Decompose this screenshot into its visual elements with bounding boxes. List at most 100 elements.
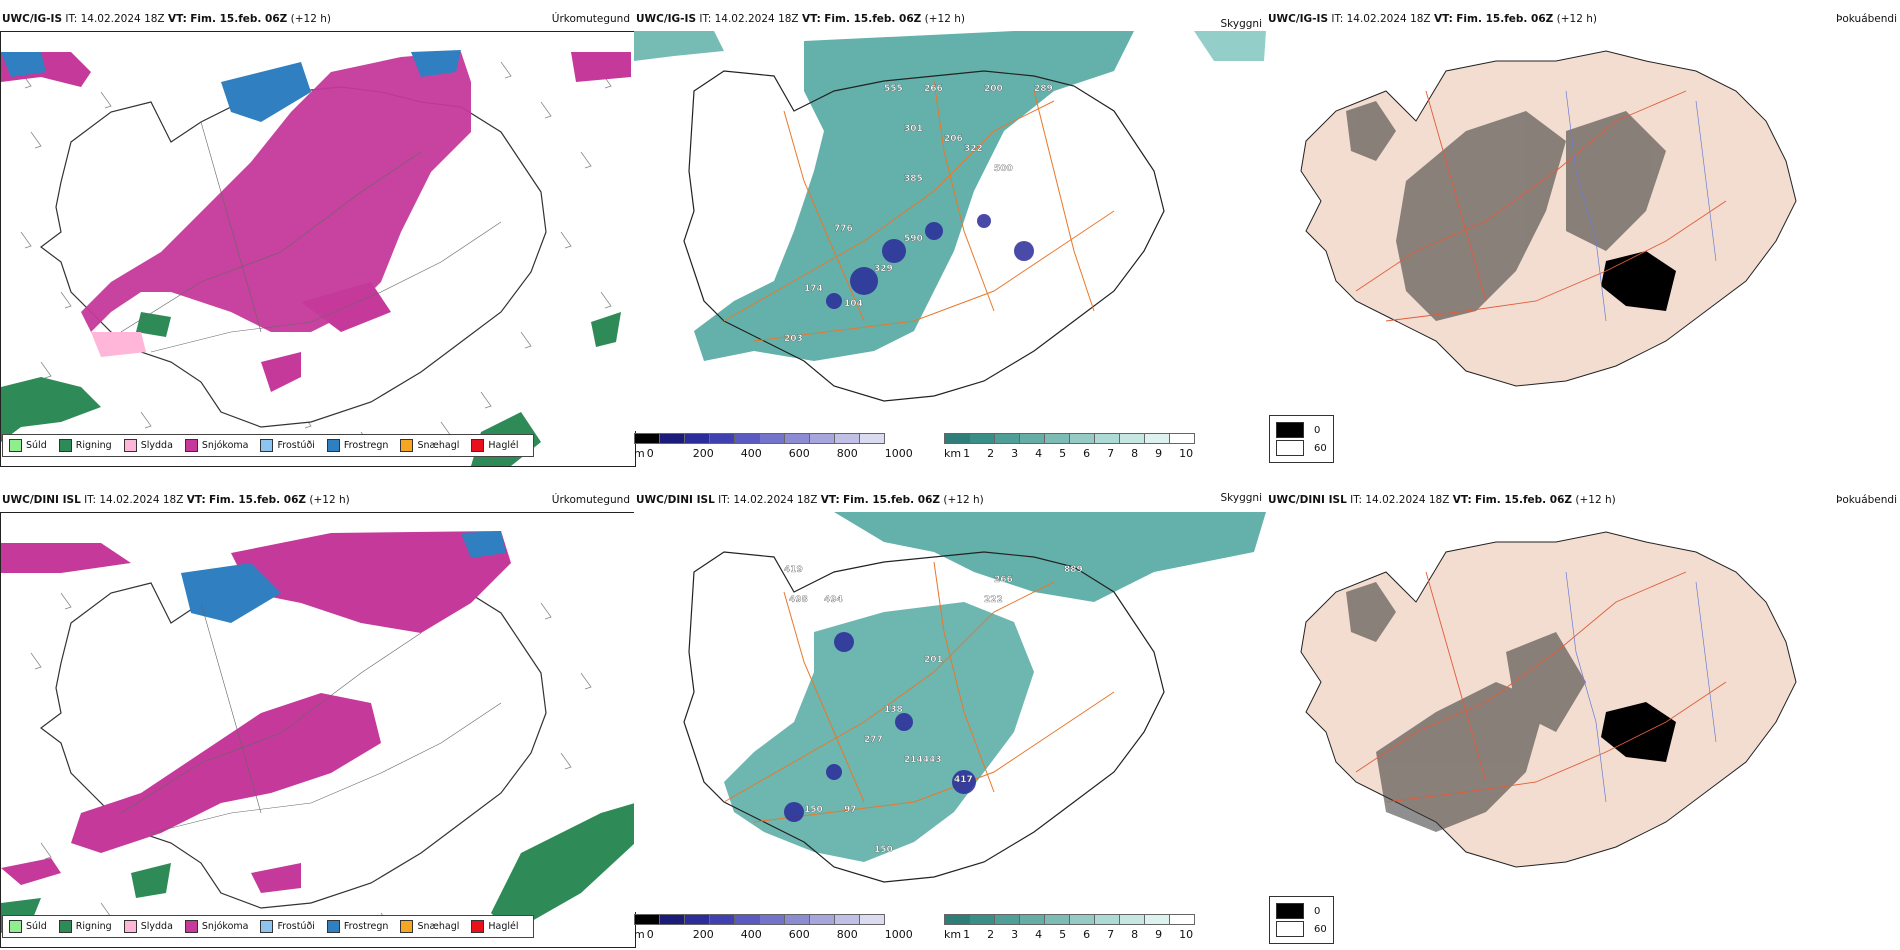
low-visibility-area <box>694 31 1134 361</box>
freezing-rain-area <box>411 50 461 77</box>
fog-shading <box>1346 582 1586 832</box>
legend-item-haglel: Haglél <box>471 439 519 452</box>
legend-item-snjokoma: Snjókoma <box>184 920 248 933</box>
panel-header: UWC/DINI ISL IT: 14.02.2024 18Z VT: Fim.… <box>1268 494 1616 506</box>
road-network <box>120 602 502 834</box>
legend-item-rigning: Rigning <box>58 439 112 452</box>
svg-text:301: 301 <box>904 124 923 134</box>
legend-item-snaehagl: Snæhagl <box>400 920 459 933</box>
snow-area <box>1 543 131 573</box>
fog-dense <box>1601 251 1676 311</box>
legend-item-frostregn: Frostregn <box>326 439 388 452</box>
svg-text:590: 590 <box>904 234 923 244</box>
fog-legend-item: 60 <box>1276 921 1327 937</box>
rivers <box>1565 571 1717 803</box>
fog-legend: 0 60 <box>1269 415 1334 463</box>
panel-product-title: Skyggni <box>1220 492 1263 504</box>
svg-text:214443: 214443 <box>904 755 942 765</box>
snow-area <box>231 531 511 633</box>
legend-item-sudl: Súld <box>9 920 47 933</box>
svg-text:776: 776 <box>834 224 853 234</box>
road-network <box>723 80 1115 342</box>
rain-area <box>131 863 171 898</box>
svg-text:206: 206 <box>944 134 963 144</box>
cloudbase-colorbar: m 0 200 400 600 800 1000 <box>634 433 913 460</box>
panel-product-title: Þokuábendi <box>1836 494 1897 506</box>
svg-text:97: 97 <box>844 805 857 815</box>
panel-fog-top: UWC/IG-IS IT: 14.02.2024 18Z VT: Fim. 15… <box>1266 13 1900 465</box>
fog-dense <box>1601 702 1676 762</box>
legend-item-snaehagl: Snæhagl <box>400 439 459 452</box>
legend-item-frostudi: Frostúði <box>260 439 315 452</box>
svg-text:201: 201 <box>924 655 943 665</box>
svg-text:150: 150 <box>874 845 893 855</box>
svg-text:555: 555 <box>884 84 903 94</box>
iceland-outline <box>683 70 1165 402</box>
panel-header: UWC/IG-IS IT: 14.02.2024 18Z VT: Fim. 15… <box>636 13 965 25</box>
svg-text:222: 222 <box>984 595 1003 605</box>
panel-header: UWC/DINI ISL IT: 14.02.2024 18Z VT: Fim.… <box>636 494 984 506</box>
rain-area <box>591 312 621 347</box>
svg-text:498: 498 <box>789 595 808 605</box>
svg-text:417: 417 <box>954 775 973 785</box>
panel-visibility-top: UWC/IG-IS IT: 14.02.2024 18Z VT: Fim. 15… <box>634 13 1266 465</box>
legend-item-frostudi: Frostúði <box>260 920 315 933</box>
freezing-rain-area <box>461 531 506 558</box>
svg-text:138: 138 <box>884 705 903 715</box>
legend-item-slydda: Slydda <box>123 920 173 933</box>
visibility-colorbar: km 1 2 3 4 5 6 7 8 9 10 <box>944 914 1195 941</box>
panel-product-title: Úrkomutegund <box>551 13 630 25</box>
panel-precip-bottom: UWC/DINI ISL IT: 14.02.2024 18Z VT: Fim.… <box>0 494 636 948</box>
road-network <box>1355 571 1727 803</box>
visibility-labels: 419 498 494 266 889 222 201 138 277 2144… <box>784 565 1083 855</box>
legend-item-rigning: Rigning <box>58 920 112 933</box>
svg-text:494: 494 <box>824 595 843 605</box>
snow-area <box>71 693 381 853</box>
precip-legend: Súld Rigning Slydda Snjókoma Frostúði Fr… <box>2 915 534 938</box>
snow-area <box>571 52 631 82</box>
fog-legend-item: 0 <box>1276 422 1327 438</box>
snow-area <box>81 52 471 332</box>
fog-map <box>1266 512 1900 912</box>
panel-visibility-bottom: UWC/DINI ISL IT: 14.02.2024 18Z VT: Fim.… <box>634 492 1266 946</box>
fog-legend-item: 0 <box>1276 903 1327 919</box>
panel-header: UWC/IG-IS IT: 14.02.2024 18Z VT: Fim. 15… <box>2 13 331 25</box>
svg-text:266: 266 <box>924 84 943 94</box>
svg-text:200: 200 <box>984 84 1003 94</box>
legend-item-frostregn: Frostregn <box>326 920 388 933</box>
panel-precip-top: UWC/IG-IS IT: 14.02.2024 18Z VT: Fim. 15… <box>0 13 636 467</box>
precip-map <box>0 512 636 948</box>
cloudbase-colorbar: m 0 200 400 600 800 1000 <box>634 914 913 941</box>
panel-product-title: Úrkomutegund <box>551 494 630 506</box>
rain-area <box>1 377 101 442</box>
snow-area <box>1 858 61 885</box>
panel-header: UWC/DINI ISL IT: 14.02.2024 18Z VT: Fim.… <box>2 494 350 506</box>
freezing-rain-area <box>1 52 46 77</box>
legend-item-sudl: Súld <box>9 439 47 452</box>
legend-item-haglel: Haglél <box>471 920 519 933</box>
svg-text:419: 419 <box>784 565 803 575</box>
panel-product-title: Þokuábendi <box>1836 13 1897 25</box>
svg-text:150: 150 <box>804 805 823 815</box>
legend-item-snjokoma: Snjókoma <box>184 439 248 452</box>
svg-text:889: 889 <box>1064 565 1083 575</box>
visibility-labels: 555 266 200 289 301 206 322 500 385 776 … <box>784 84 1053 344</box>
visibility-colorbar: km 1 2 3 4 5 6 7 8 9 10 <box>944 433 1195 460</box>
snow-area <box>251 863 301 893</box>
precip-map <box>0 31 636 467</box>
freezing-rain-area <box>181 563 281 623</box>
sleet-area <box>91 332 146 357</box>
legend-item-slydda: Slydda <box>123 439 173 452</box>
svg-text:289: 289 <box>1034 84 1053 94</box>
cloud-base-blobs <box>784 632 976 822</box>
panel-product-title: Skyggni <box>1220 18 1263 30</box>
visibility-map: 419 498 494 266 889 222 201 138 277 2144… <box>634 512 1266 912</box>
svg-text:104: 104 <box>844 299 863 309</box>
iceland-outline <box>683 551 1165 883</box>
visibility-map: 555 266 200 289 301 206 322 500 385 776 … <box>634 31 1266 431</box>
fog-shading <box>1346 101 1666 321</box>
fog-map <box>1266 31 1900 431</box>
svg-text:329: 329 <box>874 264 893 274</box>
rivers <box>1565 90 1717 322</box>
snow-area <box>261 352 301 392</box>
